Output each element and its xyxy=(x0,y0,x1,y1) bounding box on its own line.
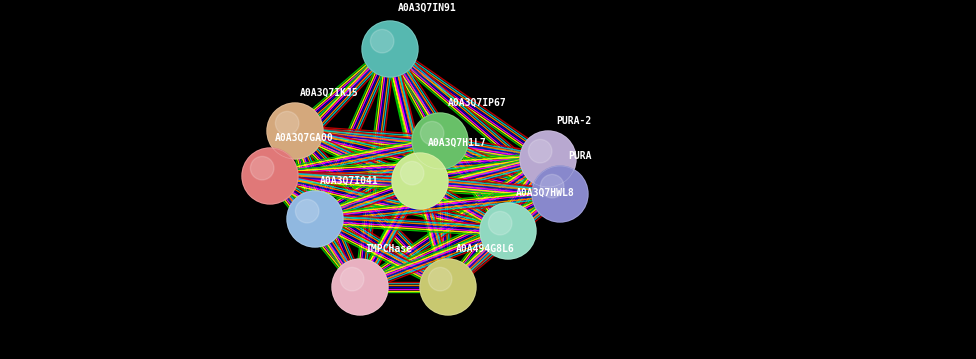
Circle shape xyxy=(400,162,424,185)
Circle shape xyxy=(251,157,274,180)
Text: PURA-2: PURA-2 xyxy=(556,116,591,126)
Text: A0A3Q7I041: A0A3Q7I041 xyxy=(320,176,379,186)
Circle shape xyxy=(332,259,388,315)
Circle shape xyxy=(532,166,588,222)
Circle shape xyxy=(480,203,536,259)
Circle shape xyxy=(488,211,512,235)
Text: A0A3Q7GA00: A0A3Q7GA00 xyxy=(275,133,334,143)
Text: A0A3Q7IN91: A0A3Q7IN91 xyxy=(398,3,457,13)
Circle shape xyxy=(275,111,299,135)
Circle shape xyxy=(371,29,394,53)
Text: PURA: PURA xyxy=(568,151,591,161)
Circle shape xyxy=(267,103,323,159)
Text: A0A3Q7H1L7: A0A3Q7H1L7 xyxy=(428,138,487,148)
Text: A0A3Q7HWL8: A0A3Q7HWL8 xyxy=(516,188,575,198)
Circle shape xyxy=(528,139,551,163)
Circle shape xyxy=(541,174,564,198)
Text: A0A3Q7IKJ5: A0A3Q7IKJ5 xyxy=(300,88,359,98)
Circle shape xyxy=(420,259,476,315)
Circle shape xyxy=(421,121,444,145)
Circle shape xyxy=(392,153,448,209)
Text: A0A3Q7IP67: A0A3Q7IP67 xyxy=(448,98,507,108)
Circle shape xyxy=(412,113,468,169)
Text: IMPCHase: IMPCHase xyxy=(365,244,412,254)
Circle shape xyxy=(287,191,343,247)
Circle shape xyxy=(520,131,576,187)
Circle shape xyxy=(341,267,364,291)
Text: A0A494G8L6: A0A494G8L6 xyxy=(456,244,514,254)
Circle shape xyxy=(428,267,452,291)
Circle shape xyxy=(296,199,319,223)
Circle shape xyxy=(242,148,298,204)
Circle shape xyxy=(362,21,418,77)
